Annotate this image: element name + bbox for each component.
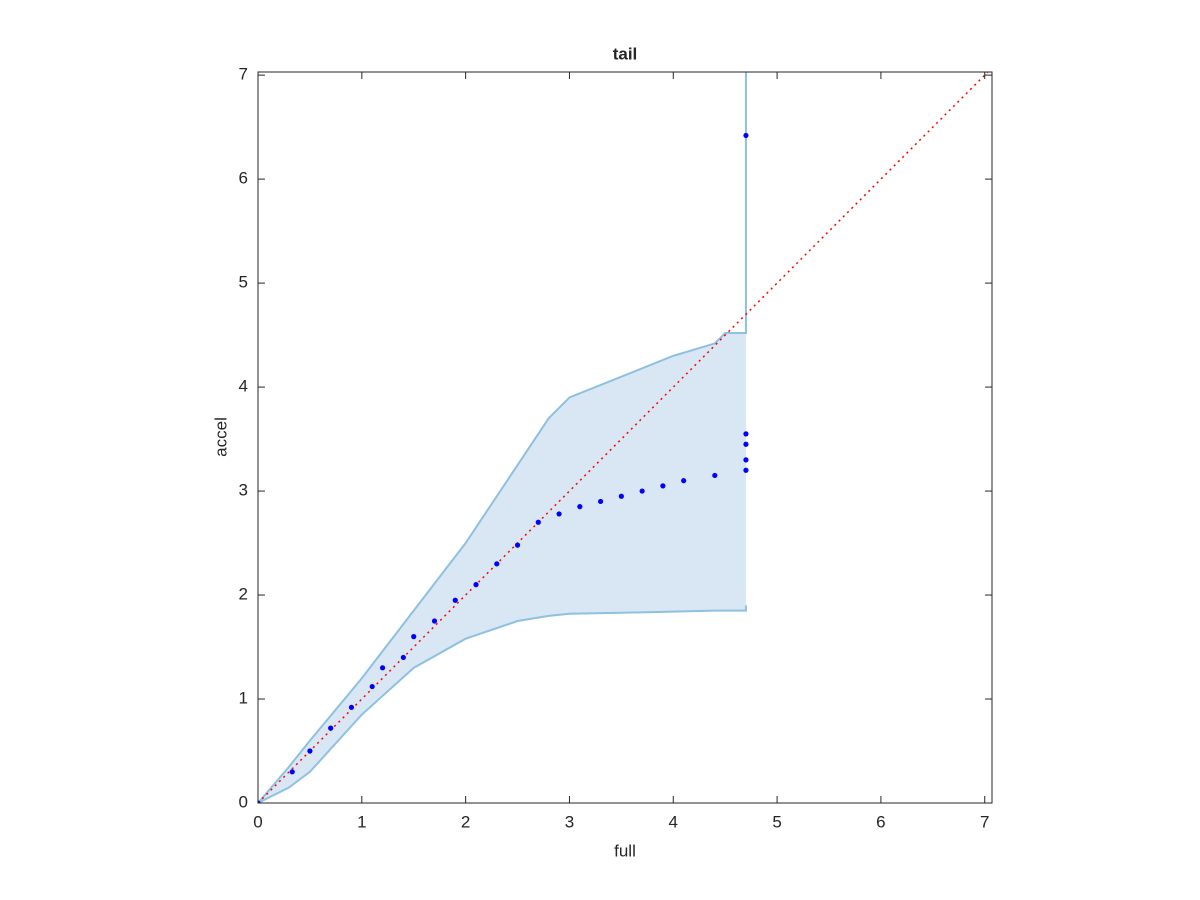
x-tick-label: 5 — [772, 812, 781, 831]
point — [452, 597, 458, 603]
point — [712, 472, 718, 479]
point — [577, 504, 583, 510]
point — [535, 519, 541, 525]
reference-line — [258, 72, 989, 803]
y-tick-label: 3 — [239, 481, 248, 500]
point — [639, 488, 645, 494]
x-tick-label: 4 — [669, 812, 678, 831]
x-tick-label: 0 — [253, 812, 262, 831]
point — [681, 478, 687, 484]
x-tick-label: 3 — [565, 812, 574, 831]
x-axis-label: full — [614, 841, 636, 860]
point — [258, 800, 261, 803]
x-tick-label: 7 — [980, 812, 989, 831]
point — [400, 654, 406, 661]
y-tick-label: 4 — [239, 377, 248, 396]
y-tick-label: 2 — [239, 585, 248, 604]
band-lower-line — [258, 605, 747, 803]
confidence-band — [258, 72, 746, 803]
point — [598, 498, 604, 505]
point — [307, 748, 313, 754]
point — [743, 431, 749, 437]
point — [743, 441, 749, 447]
point — [743, 467, 749, 473]
point — [379, 665, 386, 671]
point — [556, 511, 562, 517]
plot-area — [258, 72, 989, 803]
point — [494, 561, 500, 567]
point — [743, 457, 749, 463]
x-tick-label: 2 — [461, 812, 470, 831]
y-tick-label: 6 — [239, 169, 248, 188]
point — [618, 493, 624, 499]
x-tick-label: 1 — [357, 812, 366, 831]
y-tick-label: 5 — [239, 273, 248, 292]
point — [473, 582, 479, 588]
point — [369, 683, 375, 690]
x-tick-label: 6 — [876, 812, 885, 831]
y-tick-label: 0 — [239, 792, 248, 811]
point — [348, 704, 355, 710]
y-tick-label: 7 — [239, 65, 248, 84]
point — [431, 618, 438, 624]
chart-title: tail — [613, 44, 638, 63]
point — [743, 132, 749, 139]
axes-box — [257, 71, 993, 804]
point — [328, 725, 334, 731]
point — [514, 542, 521, 548]
point — [289, 769, 295, 775]
y-tick-label: 1 — [239, 689, 248, 708]
point — [660, 483, 666, 489]
point — [411, 634, 417, 640]
y-axis-label: accel — [211, 417, 230, 457]
band-upper-line — [258, 72, 747, 803]
